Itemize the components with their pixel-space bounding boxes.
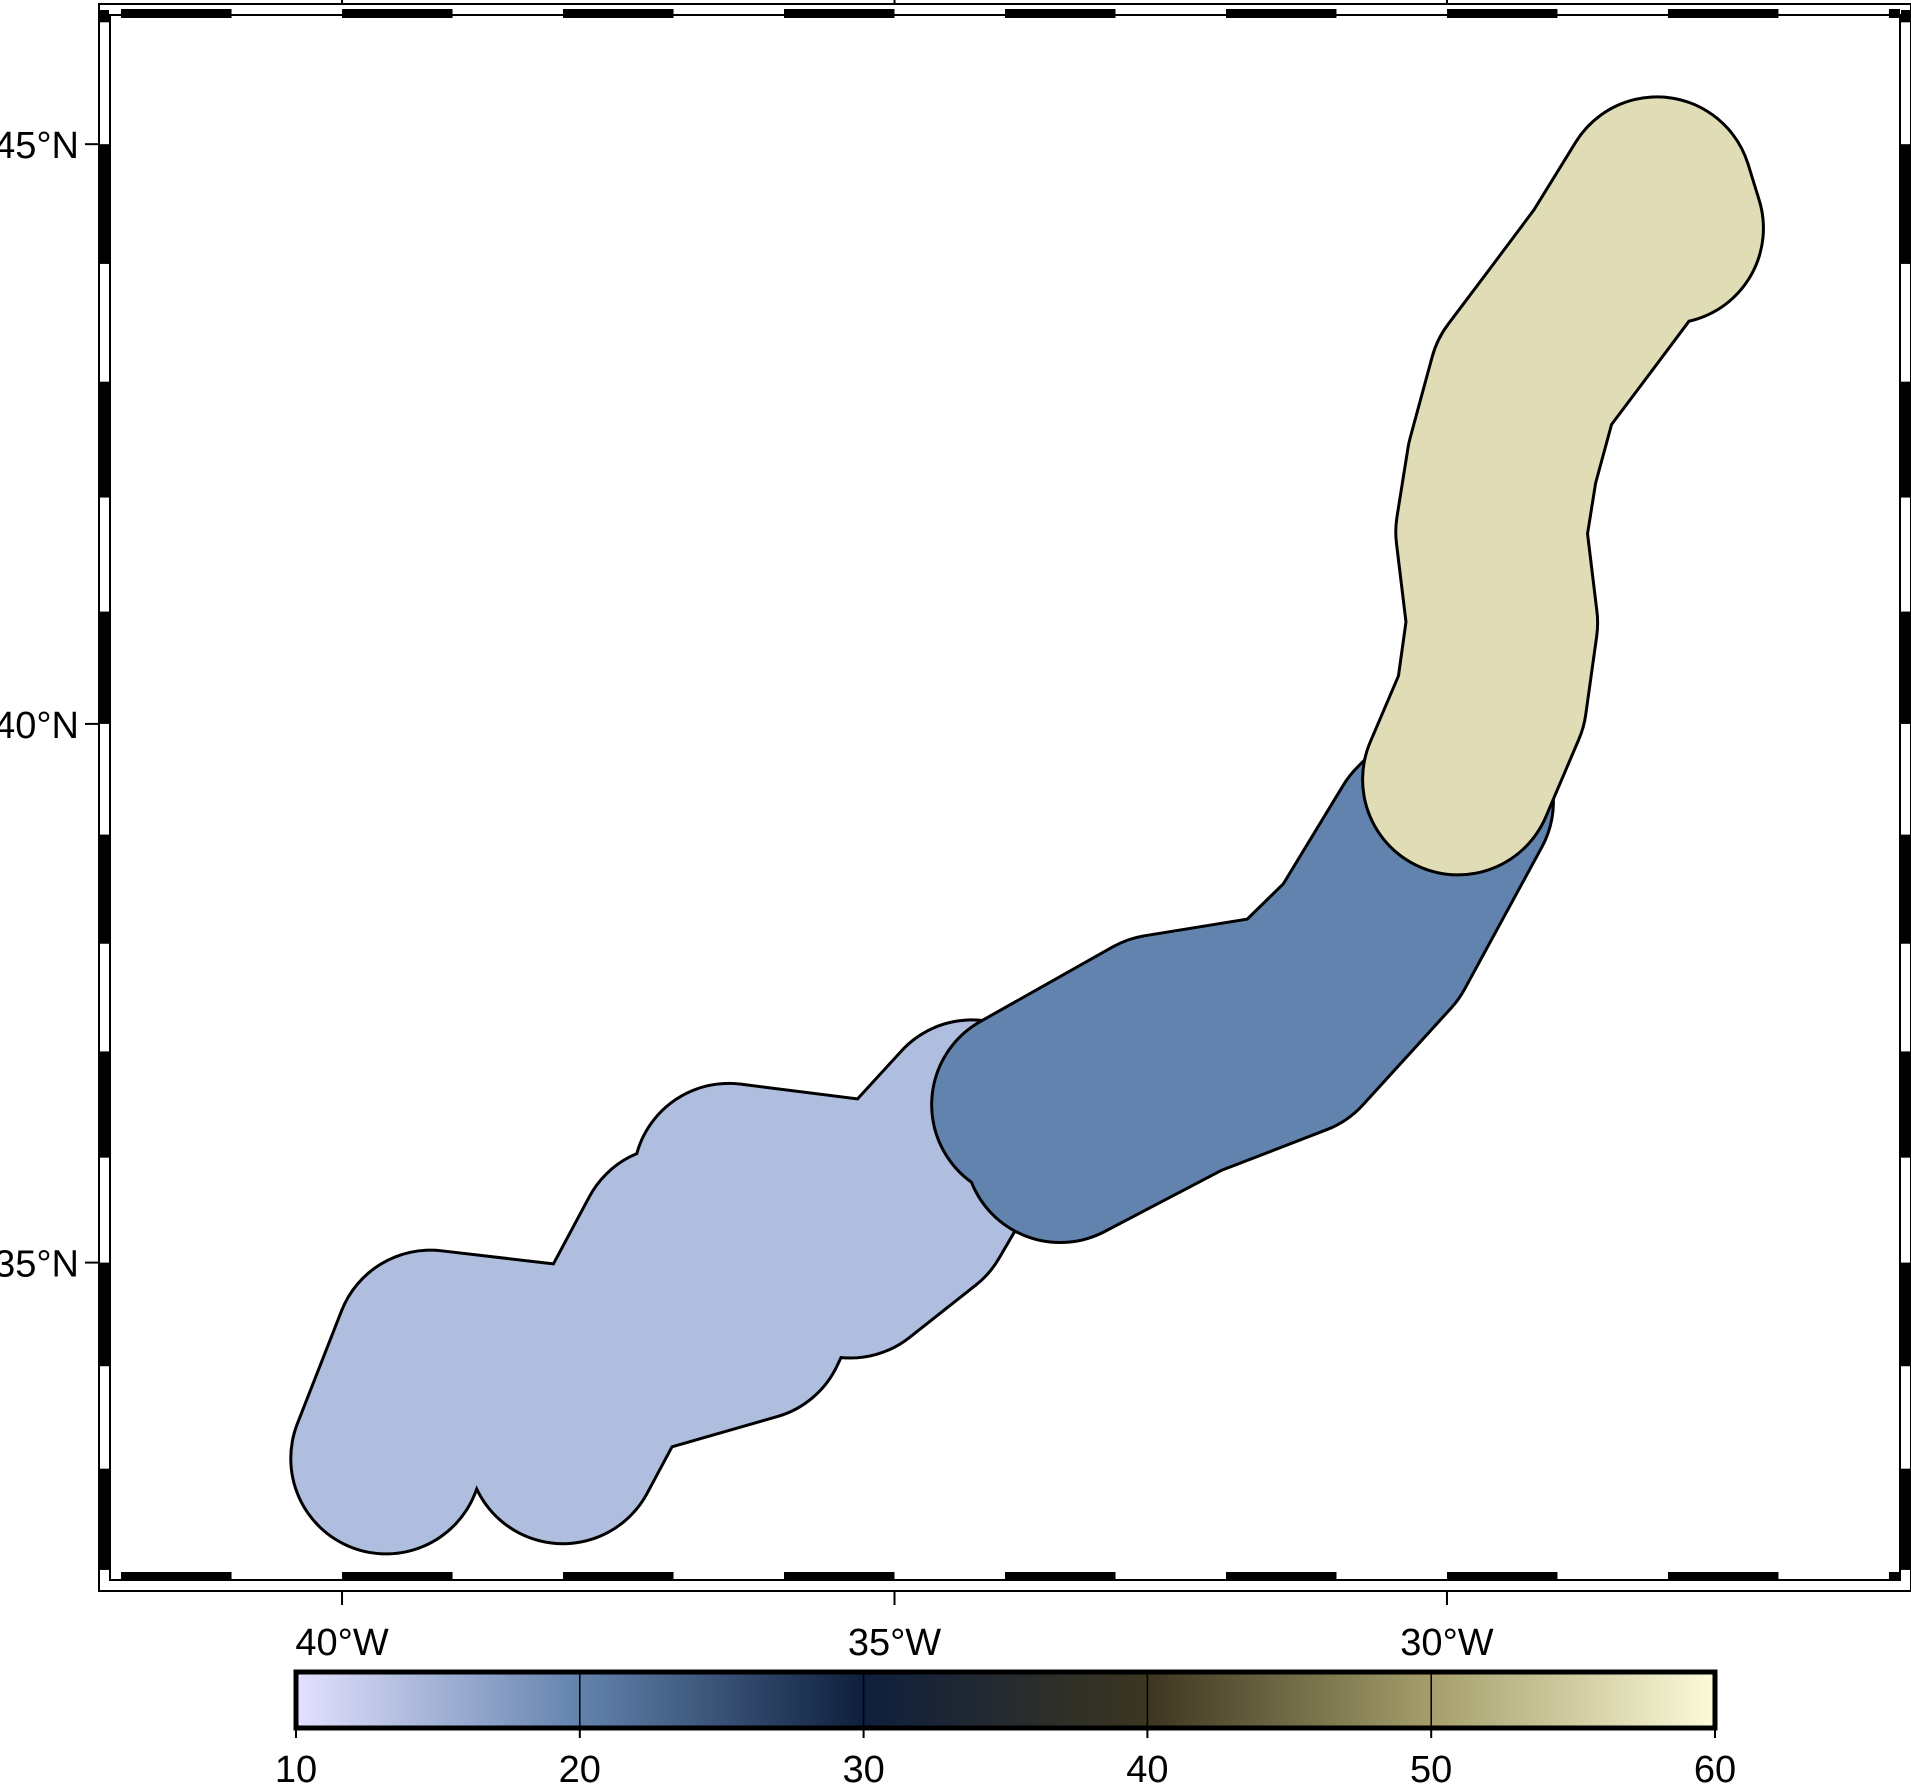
- frame-bar-bottom: [563, 1572, 674, 1581]
- frame-bar-bottom: [1888, 1572, 1900, 1581]
- track-segment-55: [1361, 95, 1765, 877]
- frame-bar-left: [100, 1262, 109, 1367]
- colorbar: 10 20 30 40 50 60: [275, 1669, 1736, 1791]
- segment-fill: [1364, 98, 1762, 874]
- colorbar-tick-label: 20: [559, 1749, 601, 1791]
- track-buffer-polygons: [110, 10, 1900, 1580]
- frame-bar-left: [100, 1051, 109, 1158]
- frame-bar-right: [1901, 834, 1910, 944]
- frame-bar-top: [121, 9, 232, 18]
- frame-bar-left: [100, 144, 109, 264]
- frame-bar-bottom: [342, 1572, 453, 1581]
- frame-bar-bottom: [1005, 1572, 1116, 1581]
- frame-bar-top: [1888, 9, 1900, 18]
- lon-tick-label: 35°W: [848, 1622, 941, 1664]
- frame-bar-left: [100, 834, 109, 944]
- map-tick-labels: 40°W 35°W 30°W 35°N 40°N 45°N: [0, 0, 1494, 1664]
- frame-bar-top: [342, 9, 453, 18]
- lat-tick-label: 40°N: [0, 705, 79, 747]
- frame-bar-left: [100, 611, 109, 724]
- frame-bar-bottom: [1667, 1572, 1779, 1581]
- frame-bar-right: [1901, 144, 1910, 264]
- track-segment-15: [289, 1018, 1069, 1556]
- frame-bar-right: [1901, 381, 1910, 498]
- frame-bar-bottom: [1446, 1572, 1558, 1581]
- colorbar-tick-label: 50: [1410, 1749, 1452, 1791]
- frame-bar-right: [1901, 611, 1910, 724]
- frame-bar-top: [1005, 9, 1116, 18]
- colorbar-tick-label: 30: [842, 1749, 884, 1791]
- frame-outer-line: [98, 3, 1911, 1592]
- frame-bar-top: [1446, 9, 1558, 18]
- segment-fill: [292, 1021, 1066, 1553]
- frame-bar-left: [100, 1468, 109, 1570]
- lat-tick-label: 35°N: [0, 1244, 79, 1286]
- frame-bar-bottom: [784, 1572, 895, 1581]
- lon-tick-label: 40°W: [295, 1622, 388, 1664]
- frame-bar-top: [1225, 9, 1337, 18]
- colorbar-tick-label: 60: [1694, 1749, 1736, 1791]
- frame-bar-left: [100, 10, 109, 23]
- colorbar-gradient-bar: [293, 1669, 1718, 1731]
- frame-bar-bottom: [121, 1572, 232, 1581]
- frame-bar-right: [1901, 1468, 1910, 1570]
- colorbar-tick-label: 40: [1126, 1749, 1168, 1791]
- colorbar-tick-label: 10: [275, 1749, 317, 1791]
- map-frame: [98, 3, 1911, 1592]
- frame-bar-right: [1901, 1051, 1910, 1158]
- lon-tick-label: 30°W: [1400, 1622, 1493, 1664]
- frame-bar-right: [1901, 10, 1910, 23]
- frame-bar-top: [1667, 9, 1779, 18]
- frame-bar-top: [563, 9, 674, 18]
- frame-bar-left: [100, 381, 109, 498]
- lat-tick-label: 45°N: [0, 125, 79, 167]
- frame-bar-right: [1901, 1262, 1910, 1367]
- frame-bar-bottom: [1225, 1572, 1337, 1581]
- frame-bar-top: [784, 9, 895, 18]
